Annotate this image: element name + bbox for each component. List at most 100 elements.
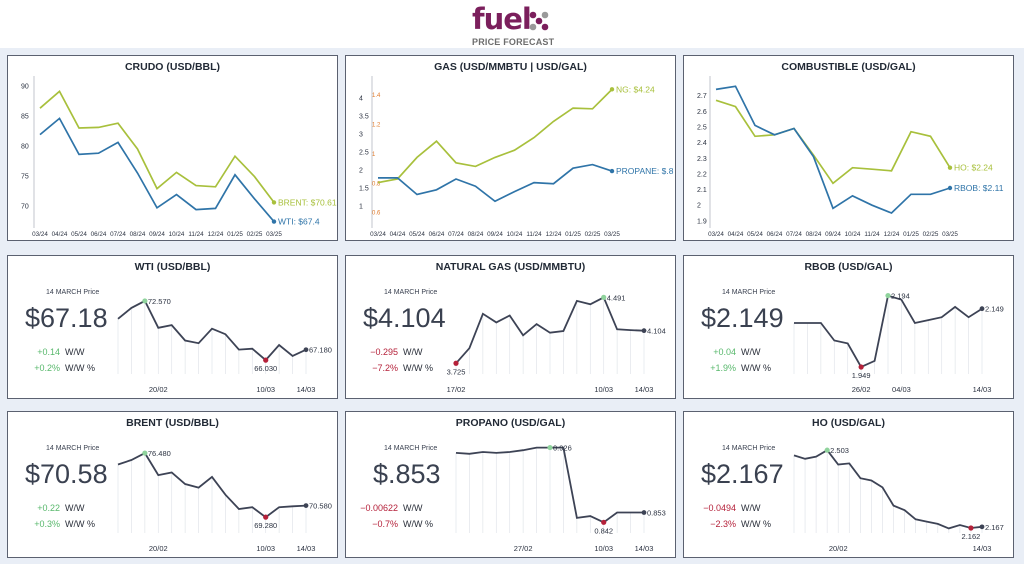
x-date-label: 14/03	[635, 544, 654, 553]
rbob-ww-pct-value: +1.9%	[710, 363, 736, 373]
propano-ww-label: W/W	[403, 503, 423, 513]
last-point	[641, 328, 647, 334]
wti-card: WTI (USD/BBL) 14 MARCH Price $67.18 +0.1…	[7, 255, 338, 399]
x-date-label: 10/03	[256, 385, 275, 394]
gas-title: GAS (USD/MMBTU | USD/GAL)	[434, 61, 587, 73]
y-tick-label: 2	[697, 203, 701, 210]
x-tick-label: 04/24	[390, 231, 406, 238]
propano-price-label: 14 MARCH Price	[384, 445, 438, 452]
x-tick-label: 12/24	[884, 231, 900, 238]
series-end-point-brent	[271, 200, 277, 205]
x-tick-label: 11/24	[526, 231, 542, 238]
x-tick-label: 05/24	[747, 231, 763, 238]
series-end-point-propane	[609, 168, 615, 174]
natural-gas-ww-pct-label: W/W %	[403, 363, 433, 373]
x-tick-label: 10/24	[845, 231, 861, 238]
last-point	[979, 524, 985, 530]
x-tick-label: 05/24	[409, 231, 425, 238]
rbob-ww-label: W/W	[741, 347, 761, 357]
last-label: 2.167	[985, 523, 1004, 532]
propano-ww: −0.00622 W/W	[350, 503, 423, 513]
max-label: 76.480	[148, 449, 171, 458]
propano-ww-pct-value: −0.7%	[372, 519, 398, 529]
brent-ww-label: W/W	[65, 503, 85, 513]
x-date-label: 10/03	[594, 544, 613, 553]
x-date-label: 14/03	[635, 385, 654, 394]
price-line	[117, 451, 307, 519]
x-tick-label: 06/24	[767, 231, 783, 238]
ho-ww: −0.0494 W/W	[688, 503, 760, 513]
y-tick-label: 3.5	[359, 114, 369, 121]
last-point	[979, 306, 985, 312]
last-label: 67.180	[309, 346, 332, 355]
min-label: 3.725	[447, 367, 466, 376]
ho-price-label: 14 MARCH Price	[722, 445, 776, 452]
y-tick-label: 2.7	[697, 93, 707, 100]
x-tick-label: 08/24	[806, 231, 822, 238]
wti-ww: +0.14 W/W	[12, 347, 84, 357]
brent-card: BRENT (USD/BBL) 14 MARCH Price $70.58 +0…	[7, 411, 338, 558]
x-date-label: 17/02	[447, 385, 466, 394]
y-tick-label: 80	[21, 144, 29, 151]
rbob-ww: +0.04 W/W	[688, 347, 761, 357]
gas-panel: GAS (USD/MMBTU | USD/GAL) 1 1.5 2 2.5 3 3.5 4 0…	[345, 55, 676, 241]
ho-ww-pct-value: −2.3%	[710, 519, 736, 529]
propano-card: PROPANO (USD/GAL) 14 MARCH Price $.853 −…	[345, 411, 676, 558]
y-tick-label: 2.5	[697, 124, 707, 131]
y-tick-label: 70	[21, 204, 29, 211]
rbob-price: $2.149	[701, 303, 784, 333]
natural-gas-ww: −0.295 W/W	[350, 347, 422, 357]
series-line-ng	[377, 88, 613, 184]
series-label-ng: NG: $4.24	[616, 84, 655, 94]
series-line-propane	[378, 163, 613, 203]
series-label-propane: PROPANE: $.8	[616, 166, 674, 176]
brent-ww-pct-label: W/W %	[65, 519, 95, 529]
y2-tick-label: 1.4	[372, 93, 381, 99]
x-date-label: 14/03	[973, 544, 992, 553]
combustible-title: COMBUSTIBLE (USD/GAL)	[781, 61, 916, 73]
x-tick-label: 03/24	[32, 231, 48, 238]
x-tick-label: 07/24	[786, 231, 802, 238]
min-label: 1.949	[852, 371, 871, 380]
x-date-label: 20/02	[149, 385, 168, 394]
x-date-label: 26/02	[852, 385, 871, 394]
x-tick-label: 02/25	[585, 231, 601, 238]
propano-ww-pct-label: W/W %	[403, 519, 433, 529]
last-label: 4.104	[647, 327, 666, 336]
ho-title: HO (USD/GAL)	[812, 417, 885, 429]
logo-dots-icon	[529, 11, 549, 31]
brent-ww-value: +0.22	[37, 503, 60, 513]
x-tick-label: 07/24	[110, 231, 126, 238]
wti-price-label: 14 MARCH Price	[46, 289, 100, 296]
natural-gas-price: $4.104	[363, 303, 446, 333]
ho-price: $2.167	[701, 459, 784, 489]
last-point	[641, 510, 647, 515]
x-date-label: 14/03	[973, 385, 992, 394]
x-tick-label: 09/24	[487, 231, 503, 238]
x-tick-label: 12/24	[546, 231, 562, 238]
brent-ww-pct: +0.3% W/W %	[12, 519, 95, 529]
rbob-price-label: 14 MARCH Price	[722, 289, 776, 296]
series-end-point-ho	[947, 165, 953, 170]
x-tick-label: 08/24	[468, 231, 484, 238]
x-date-label: 20/02	[829, 544, 848, 553]
x-tick-label: 01/25	[903, 231, 919, 238]
min-point	[601, 519, 607, 525]
brent-ww: +0.22 W/W	[12, 503, 85, 513]
y-tick-label: 1.5	[359, 186, 369, 193]
logo-subtitle: PRICE FORECAST	[472, 37, 555, 47]
fuel-logo: fuel PRICE FORECAST	[470, 2, 560, 48]
min-point	[263, 357, 269, 363]
x-tick-label: 03/25	[942, 231, 958, 238]
min-label: 69.280	[254, 521, 277, 530]
wti-sparkline: 72.570 66.030 67.180 20/02 10/03 14/03	[117, 297, 332, 394]
x-tick-label: 01/25	[227, 231, 243, 238]
max-label: 2.503	[830, 446, 849, 455]
x-tick-label: 03/25	[266, 231, 282, 238]
x-date-label: 04/03	[892, 385, 911, 394]
x-tick-label: 03/24	[370, 231, 386, 238]
x-date-label: 20/02	[149, 544, 168, 553]
min-point	[858, 364, 864, 370]
brent-sparkline: 76.480 69.280 70.580 20/02 10/03 14/03	[117, 449, 332, 553]
y-tick-label: 1.9	[697, 218, 707, 225]
